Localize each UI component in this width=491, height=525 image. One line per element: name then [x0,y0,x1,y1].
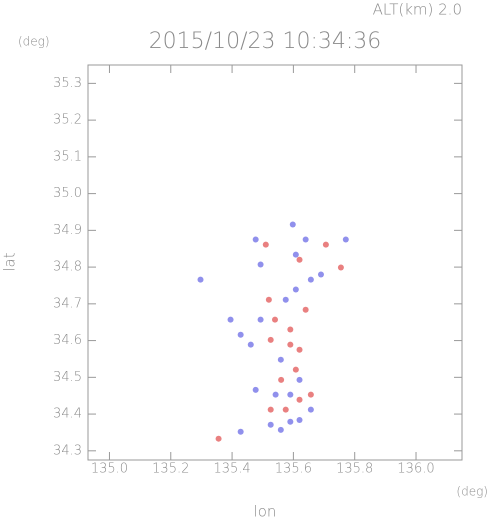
x-tick-label: 136.0 [397,462,434,477]
y-tick-label: 34.7 [53,296,82,311]
data-point [252,236,259,243]
data-point [302,306,309,313]
data-point [302,236,309,243]
data-point [289,221,296,228]
data-point [277,356,284,363]
y-tick-label: 35.1 [53,149,82,164]
x-axis-label: lon [254,503,277,521]
y-tick-label: 34.9 [53,223,82,238]
data-point [257,316,264,323]
y-tick-label: 34.8 [53,260,82,275]
data-point [267,406,274,413]
data-point [257,261,264,268]
data-point [287,418,294,425]
data-point [262,241,269,248]
data-point [272,391,279,398]
y-tick-label: 34.3 [53,443,82,458]
x-tick-label: 135.8 [336,462,373,477]
data-point [227,316,234,323]
data-point [337,264,344,271]
data-point [237,331,244,338]
data-point [307,276,314,283]
data-point [287,341,294,348]
data-point [252,386,259,393]
y-tick-label: 35.3 [53,76,82,91]
x-tick-label: 135.4 [213,462,250,477]
y-tick-label: 35.2 [53,113,82,128]
data-point [296,256,303,263]
data-point [322,241,329,248]
data-point [265,296,272,303]
data-point [282,406,289,413]
data-point [342,236,349,243]
data-point [287,391,294,398]
y-unit: (deg) [18,35,50,49]
data-point [292,251,299,258]
data-point [292,366,299,373]
data-point [272,316,278,323]
y-axis-label: lat [1,252,19,271]
data-point [247,341,254,348]
subtitle: ALT(km) 2.0 [373,1,462,19]
data-point [296,346,303,353]
x-tick-label: 135.0 [91,462,128,477]
y-tick-label: 34.6 [53,333,82,348]
y-tick-label: 35.0 [53,186,82,201]
data-point [307,406,314,413]
plot-frame [87,64,463,461]
data-point [278,376,285,383]
x-unit: (deg) [456,485,488,499]
data-point [287,326,294,333]
data-point [296,416,303,423]
data-point [296,376,303,383]
data-point [215,435,222,442]
data-point [267,421,274,428]
data-point [317,271,324,278]
x-tick-label: 135.2 [152,462,189,477]
data-point [277,426,284,433]
data-point [292,286,299,293]
data-point [307,391,314,398]
data-point [237,428,244,435]
x-tick-label: 135.6 [275,462,312,477]
y-tick-label: 34.5 [53,370,82,385]
chart-title: 2015/10/23 10:34:36 [149,29,382,54]
data-point [267,336,274,343]
data-point [282,296,289,303]
data-point [296,396,303,403]
data-point [197,276,204,283]
y-tick-label: 34.4 [53,407,82,422]
